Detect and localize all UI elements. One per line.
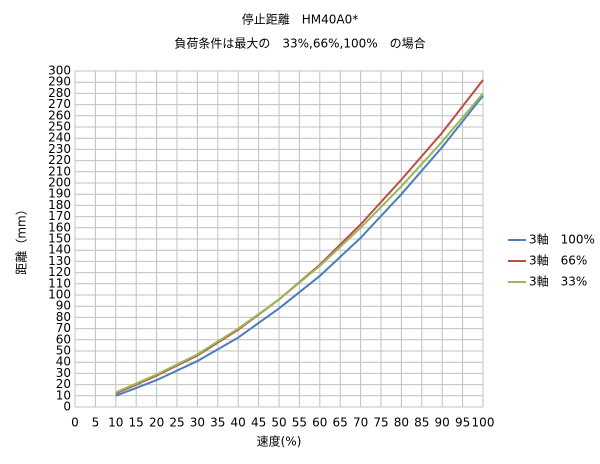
y-tick-label: 0 [63, 400, 71, 414]
y-axis-label: 距離（mm） [15, 203, 29, 274]
x-tick-label: 60 [312, 416, 327, 430]
y-tick-label: 40 [56, 355, 71, 369]
x-tick-label: 0 [71, 416, 79, 430]
x-tick-label: 100 [472, 416, 495, 430]
y-tick-label: 210 [48, 164, 71, 178]
y-tick-label: 20 [56, 377, 71, 391]
y-tick-label: 120 [48, 265, 71, 279]
y-tick-label: 10 [56, 388, 71, 402]
x-tick-label: 85 [414, 416, 429, 430]
legend-label: 3軸 100% [529, 233, 595, 247]
y-tick-label: 190 [48, 187, 71, 201]
y-tick-label: 60 [56, 332, 71, 346]
y-tick-label: 50 [56, 344, 71, 358]
x-tick-label: 55 [292, 416, 307, 430]
y-tick-label: 280 [48, 86, 71, 100]
y-tick-label: 110 [48, 276, 71, 290]
series-line [115, 92, 484, 394]
y-tick-label: 150 [48, 232, 71, 246]
x-tick-label: 65 [333, 416, 348, 430]
x-tick-label: 35 [210, 416, 225, 430]
y-tick-label: 80 [56, 310, 71, 324]
chart-title: 停止距離 HM40A0* [242, 12, 359, 27]
y-tick-label: 270 [48, 97, 71, 111]
x-tick-label: 95 [455, 416, 470, 430]
y-tick-label: 90 [56, 299, 71, 313]
x-tick-label: 40 [231, 416, 246, 430]
series-line [115, 95, 484, 397]
x-tick-label: 75 [373, 416, 388, 430]
x-tick-label: 90 [435, 416, 450, 430]
y-tick-label: 230 [48, 142, 71, 156]
y-tick-label: 260 [48, 108, 71, 122]
x-tick-label: 45 [251, 416, 266, 430]
x-tick-label: 80 [394, 416, 409, 430]
x-tick-label: 20 [149, 416, 164, 430]
y-tick-label: 250 [48, 120, 71, 134]
y-tick-label: 200 [48, 176, 71, 190]
x-tick-label: 5 [92, 416, 100, 430]
y-tick-label: 240 [48, 131, 71, 145]
x-tick-label: 25 [169, 416, 184, 430]
y-tick-label: 290 [48, 75, 71, 89]
x-tick-label: 10 [108, 416, 123, 430]
y-tick-label: 300 [48, 64, 71, 78]
y-tick-label: 30 [56, 366, 71, 380]
y-tick-label: 70 [56, 321, 71, 335]
y-tick-label: 160 [48, 220, 71, 234]
y-tick-label: 140 [48, 243, 71, 257]
chart-subtitle: 負荷条件は最大の 33%,66%,100% の場合 [174, 36, 425, 51]
y-tick-label: 170 [48, 209, 71, 223]
y-tick-label: 180 [48, 198, 71, 212]
x-tick-label: 70 [353, 416, 368, 430]
x-tick-label: 50 [271, 416, 286, 430]
y-tick-label: 100 [48, 288, 71, 302]
y-tick-label: 220 [48, 153, 71, 167]
legend-label: 3軸 33% [529, 275, 587, 289]
legend-label: 3軸 66% [529, 254, 587, 268]
x-axis-label: 速度(%) [257, 434, 302, 449]
y-tick-label: 130 [48, 254, 71, 268]
x-tick-label: 30 [190, 416, 205, 430]
x-tick-label: 15 [129, 416, 144, 430]
